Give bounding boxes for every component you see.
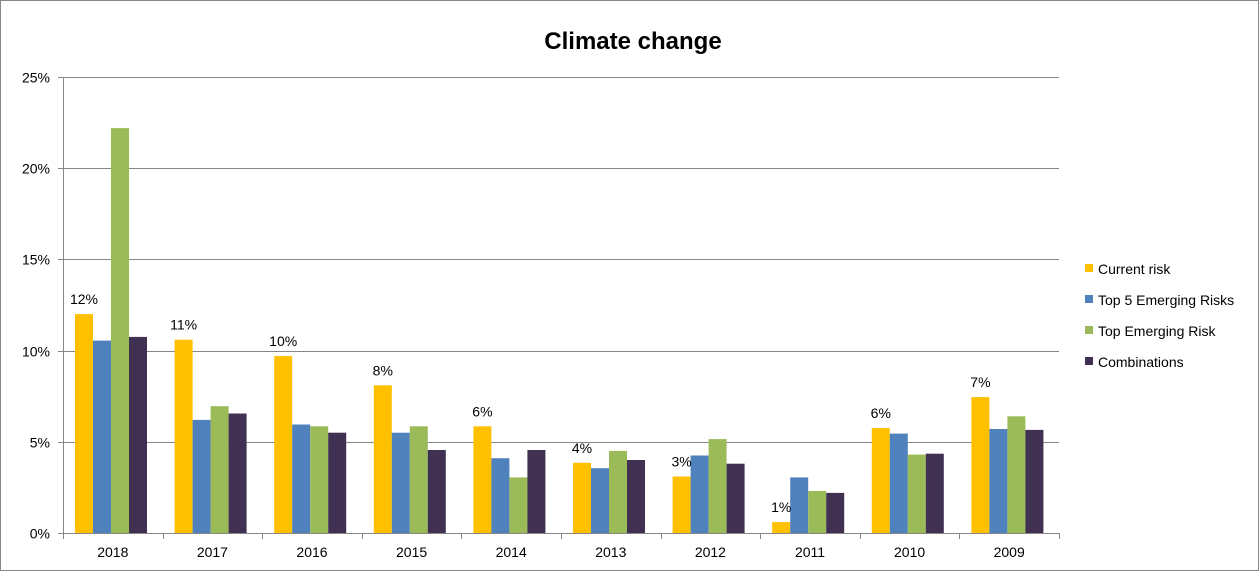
bar-current-risk [174, 339, 193, 533]
bar-top-5-emerging-risks [690, 455, 709, 533]
bar-current-risk [672, 476, 691, 533]
bar-top-emerging-risk [111, 128, 129, 533]
bar-combinations [925, 453, 944, 533]
bar-top-emerging-risk [808, 491, 827, 533]
legend: Current risk Top 5 Emerging Risks Top Emer… [1085, 261, 1234, 370]
bar-top-emerging-risk [310, 426, 329, 533]
bar-current-risk [274, 356, 293, 533]
bar-top-emerging-risk [708, 439, 727, 533]
bar-top-5-emerging-risks [93, 340, 111, 533]
bar-combinations [228, 413, 247, 533]
bar-combinations [427, 450, 446, 533]
bar-current-risk [971, 397, 990, 533]
x-tick-label: 2014 [496, 544, 527, 560]
bar-current-risk [473, 426, 492, 533]
data-label: 11% [170, 317, 197, 333]
x-tick-label: 2015 [396, 544, 427, 560]
legend-entry: Top 5 Emerging Risks [1098, 292, 1234, 308]
data-label: 8% [373, 362, 393, 378]
x-tick-label: 2017 [197, 544, 228, 560]
x-tick-label: 2016 [296, 544, 327, 560]
data-label: 4% [572, 440, 592, 456]
bar-top-emerging-risk [1007, 416, 1026, 533]
y-tick-label: 25% [22, 70, 50, 86]
bar-top-emerging-risk [409, 426, 428, 533]
bar-combinations [826, 492, 845, 533]
bar-top-5-emerging-risks [292, 424, 311, 533]
data-label: 12% [70, 291, 98, 307]
data-label: 6% [472, 403, 492, 419]
legend-swatch [1085, 264, 1093, 272]
legend-swatch [1085, 326, 1093, 334]
x-tick-label: 2012 [695, 544, 726, 560]
bar-top-emerging-risk [907, 454, 926, 533]
data-label: 3% [671, 454, 691, 470]
data-label: 7% [970, 374, 990, 390]
legend-swatch [1085, 295, 1093, 303]
bar-current-risk [75, 314, 93, 533]
bar-top-emerging-risk [509, 477, 528, 533]
bar-top-5-emerging-risks [391, 432, 410, 533]
bar-combinations [1025, 429, 1044, 533]
data-label: 1% [771, 499, 791, 515]
bar-top-5-emerging-risks [491, 458, 510, 533]
chart-title: Climate change [544, 28, 721, 55]
data-label: 6% [871, 405, 891, 421]
axes: 0% 5% 10% 15% 20% 25% 2018 2017 2016 2015 2014 2013… [22, 70, 1060, 560]
bar-combinations [527, 450, 546, 533]
bar-top-5-emerging-risks [889, 433, 908, 533]
x-tick-label: 2011 [795, 544, 825, 560]
data-label: 10% [269, 333, 297, 349]
y-tick-label: 20% [22, 161, 50, 177]
legend-entry: Current risk [1098, 261, 1171, 277]
y-tick-label: 15% [22, 252, 50, 268]
bar-combinations [129, 336, 147, 533]
bar-top-emerging-risk [210, 406, 229, 533]
bar-combinations [328, 432, 347, 533]
bar-current-risk [373, 385, 392, 533]
legend-entry: Combinations [1098, 354, 1184, 370]
x-tick-label: 2010 [894, 544, 925, 560]
bar-top-5-emerging-risks [591, 468, 609, 533]
bar-top-5-emerging-risks [790, 477, 809, 533]
y-tick-label: 0% [30, 526, 50, 542]
data-labels: 12% 11% 10% 8% 6% 4% 3% 1% 6% 7% [70, 291, 991, 515]
bar-top-emerging-risk [609, 450, 627, 533]
x-tick-label: 2013 [595, 544, 626, 560]
x-tick-label: 2018 [97, 544, 128, 560]
bar-current-risk [871, 428, 890, 533]
bar-top-5-emerging-risks [192, 419, 211, 533]
bar-combinations [726, 463, 745, 533]
bar-current-risk [772, 522, 791, 533]
gridlines [58, 77, 1059, 443]
x-tick-label: 2009 [994, 544, 1025, 560]
legend-swatch [1085, 357, 1093, 365]
bar-combinations [627, 460, 645, 533]
bar-top-5-emerging-risks [989, 429, 1008, 533]
y-tick-label: 5% [30, 435, 50, 451]
bars [75, 128, 1044, 533]
y-tick-label: 10% [22, 344, 50, 360]
legend-entry: Top Emerging Risk [1098, 323, 1216, 339]
bar-current-risk [573, 462, 591, 533]
